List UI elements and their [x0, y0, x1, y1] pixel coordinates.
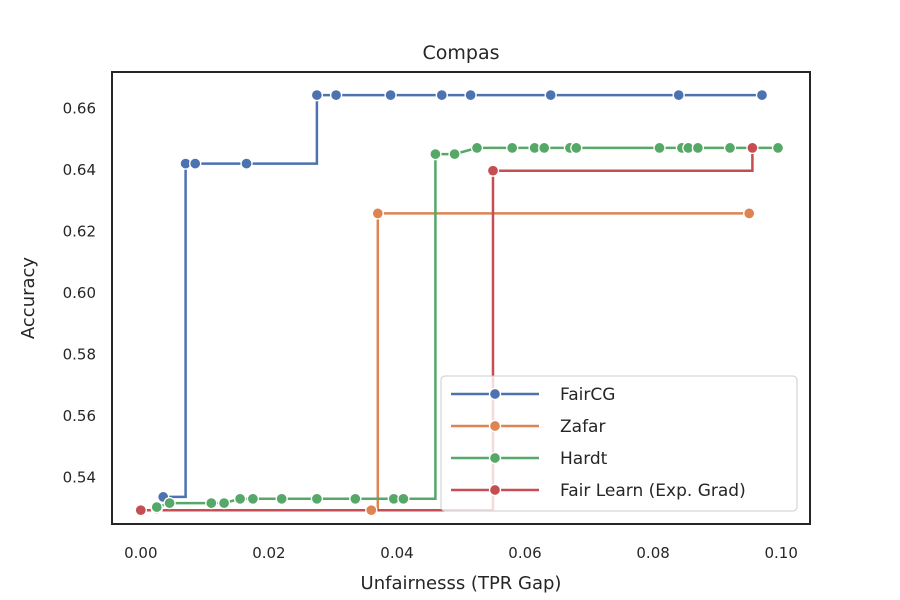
series-line-3 [140, 147, 754, 512]
x-tick-label: 0.00 [124, 544, 157, 562]
series-2-point-10 [397, 492, 410, 505]
series-0-point-5 [310, 88, 324, 102]
legend-label-1: Zafar [560, 417, 605, 437]
y-axis-label: Accuracy [18, 257, 39, 340]
y-tick-label: 0.64 [63, 161, 96, 179]
legend-marker-1 [488, 419, 502, 433]
series-2-point-18 [570, 141, 583, 155]
series-2-point-0 [150, 500, 163, 514]
x-tick-label: 0.10 [764, 544, 797, 562]
series-0-point-12 [755, 88, 769, 102]
legend-marker-0 [488, 387, 502, 401]
series-2-point-16 [538, 141, 551, 155]
series-0-point-9 [464, 88, 477, 102]
y-axis-ticks: 0.54 0.56 0.58 0.60 0.62 0.64 0.66 [63, 99, 96, 486]
series-2-point-4 [233, 492, 247, 505]
series-2-point-5 [246, 492, 260, 505]
series-0-point-8 [435, 88, 448, 102]
series-2-point-3 [217, 496, 231, 510]
series-2-point-2 [205, 496, 218, 510]
series-2-point-8 [349, 492, 362, 505]
series-2-point-11 [429, 147, 442, 161]
series-0-point-7 [384, 88, 397, 102]
series-1-point-2 [743, 207, 756, 220]
series-0-point-6 [329, 88, 343, 102]
plot-markers [134, 88, 785, 517]
x-tick-label: 0.02 [252, 544, 285, 562]
series-2-point-1 [163, 496, 176, 510]
series-3-point-2 [746, 141, 759, 155]
y-tick-label: 0.60 [63, 284, 96, 302]
series-2-point-22 [691, 141, 705, 155]
series-3-point-1 [486, 164, 500, 177]
series-2-point-12 [448, 147, 461, 161]
x-tick-label: 0.06 [508, 544, 541, 562]
series-2-point-23 [723, 141, 737, 155]
y-tick-label: 0.56 [63, 407, 96, 425]
series-0-point-10 [544, 88, 557, 102]
series-2-point-13 [470, 141, 484, 155]
series-1-point-0 [365, 504, 378, 517]
legend: FairCG Zafar Hardt Fair Learn (Exp. Grad) [440, 375, 798, 512]
x-tick-label: 0.08 [636, 544, 669, 562]
series-2-point-24 [771, 141, 785, 155]
series-2-point-14 [506, 141, 519, 155]
legend-label-0: FairCG [560, 385, 615, 405]
legend-marker-3 [488, 483, 502, 497]
chart-title: Compas [422, 42, 499, 64]
plot-frame [111, 71, 811, 525]
legend-box [440, 375, 798, 512]
x-axis-label: Unfairnesss (TPR Gap) [361, 573, 562, 594]
series-0-point-4 [240, 157, 253, 170]
series-0-point-3 [189, 157, 202, 170]
series-1-point-1 [371, 207, 384, 220]
legend-marker-2 [488, 451, 502, 465]
legend-label-2: Hardt [560, 449, 608, 469]
y-tick-label: 0.66 [63, 99, 96, 117]
series-2-point-19 [653, 141, 666, 155]
series-3-point-0 [134, 504, 147, 517]
x-axis-ticks: 0.00 0.02 0.04 0.06 0.08 0.10 [124, 544, 798, 562]
x-tick-label: 0.04 [380, 544, 413, 562]
series-0-point-11 [672, 88, 685, 102]
series-2-point-6 [275, 492, 288, 505]
y-tick-label: 0.58 [63, 345, 96, 363]
y-tick-label: 0.62 [63, 222, 96, 240]
legend-label-3: Fair Learn (Exp. Grad) [560, 481, 746, 501]
y-tick-label: 0.54 [63, 468, 96, 486]
series-2-point-7 [310, 492, 324, 505]
